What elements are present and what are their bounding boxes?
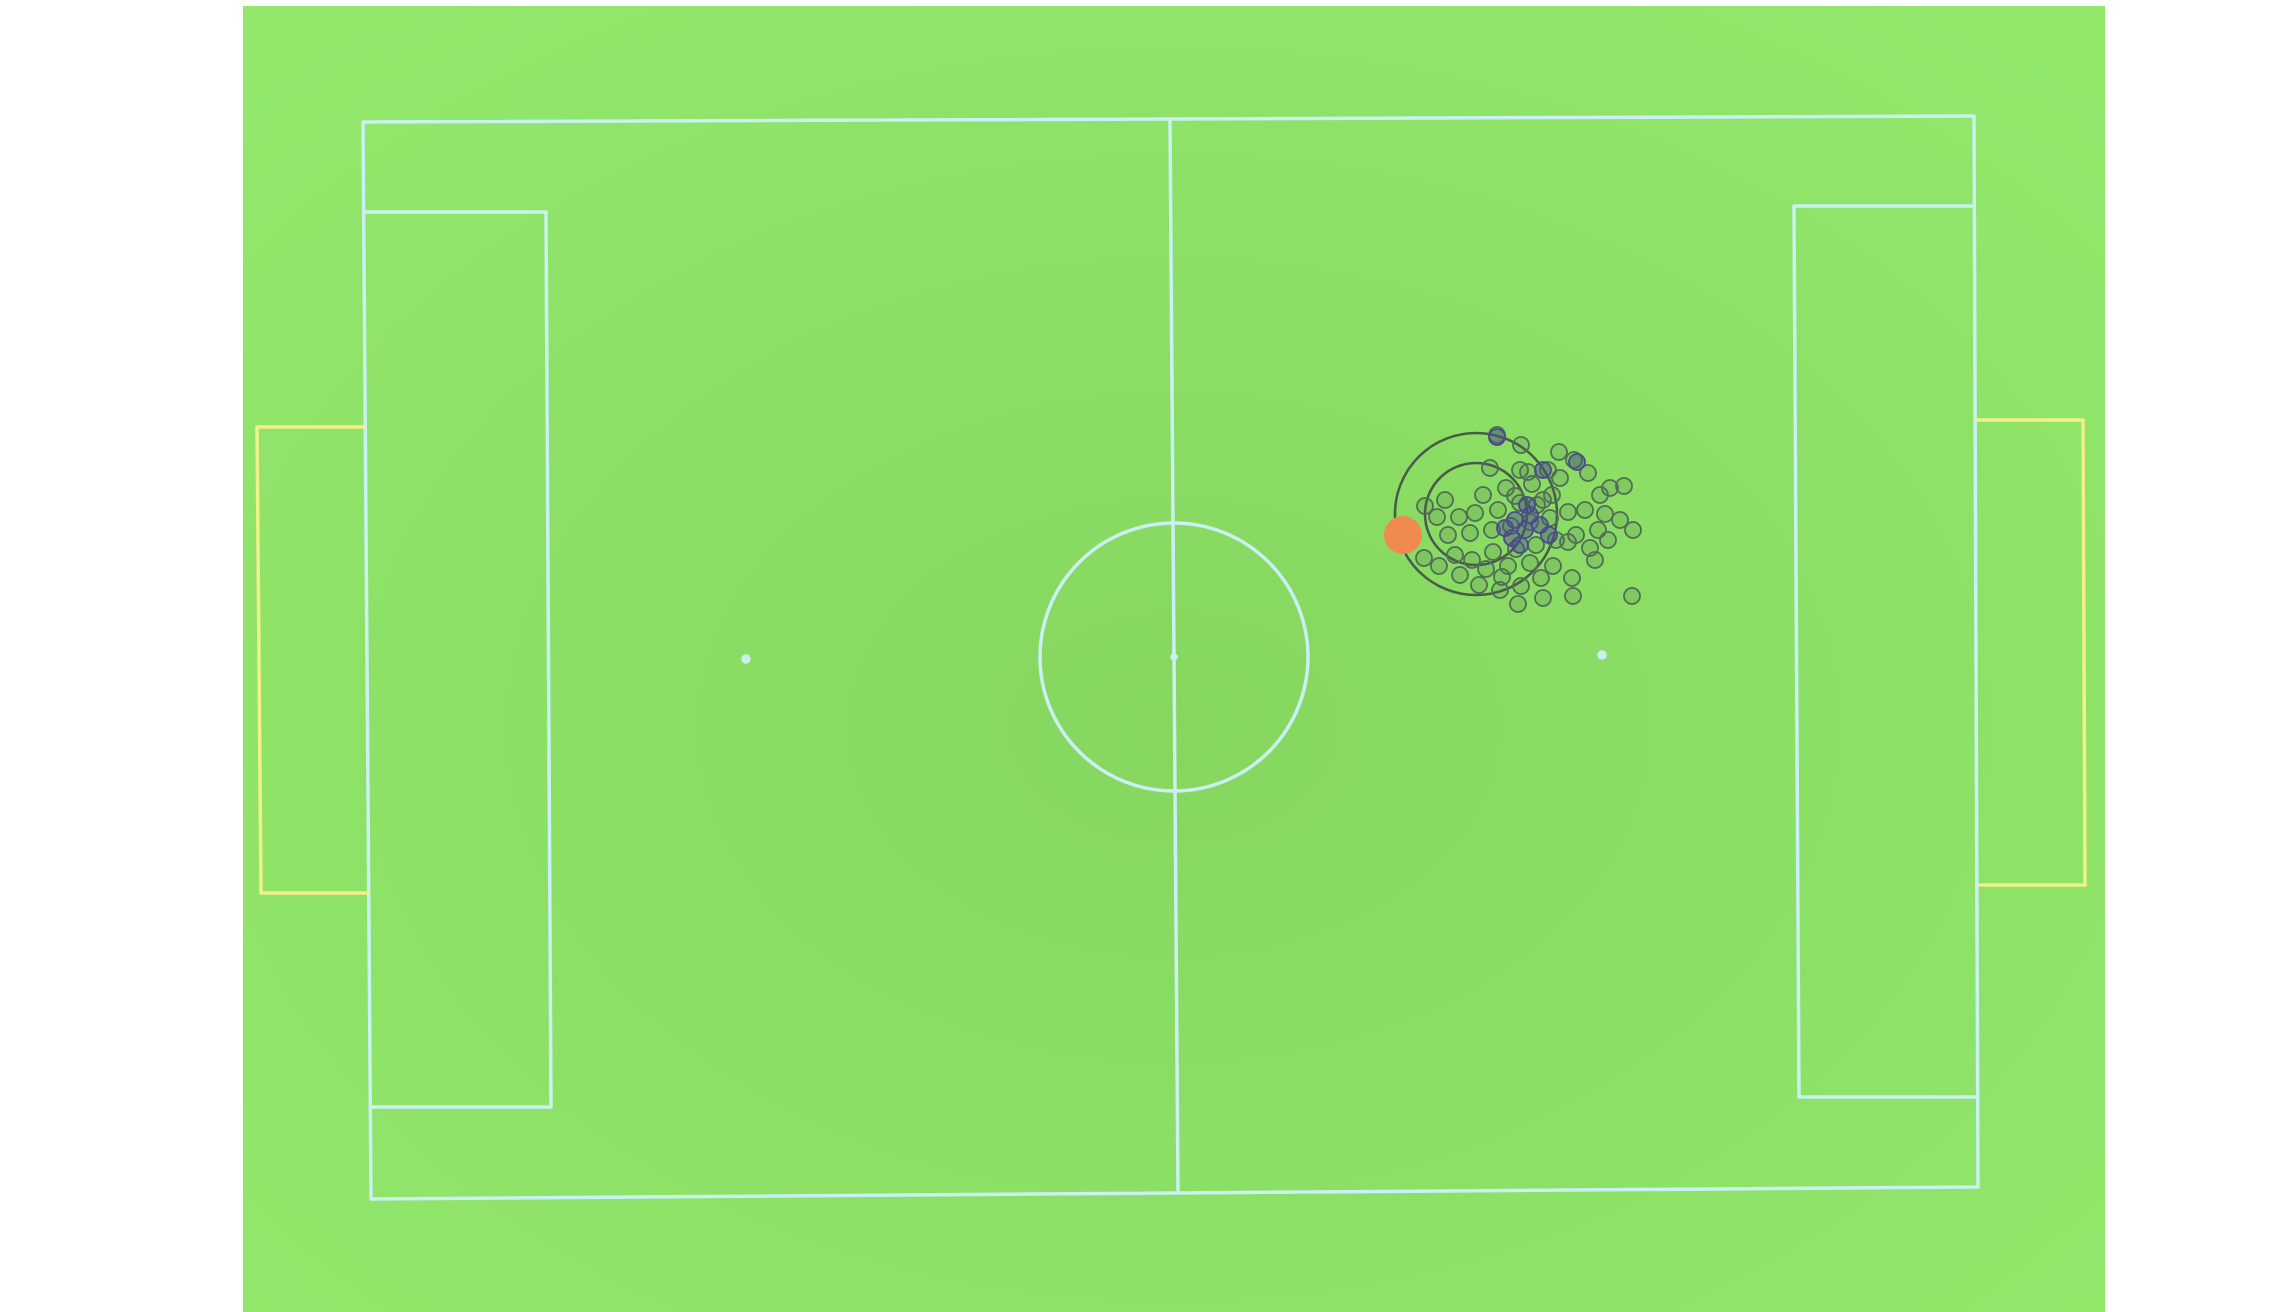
particle [1532,569,1550,587]
center-circle [1038,521,1310,793]
particle [1512,436,1530,454]
particle [1428,508,1446,526]
particle [1591,486,1609,504]
ball-icon [1384,516,1422,554]
particle [1521,554,1539,572]
right-penalty-area [1792,204,1978,1099]
particle [1534,589,1552,607]
particle [1559,533,1577,551]
particle [1539,461,1557,479]
field-boundary [361,114,1980,1201]
particle [1509,595,1527,613]
particle [1624,521,1642,539]
particle [1493,568,1511,586]
particle [1463,551,1481,569]
left-penalty-area [364,210,553,1109]
particle [1430,557,1448,575]
particle [1586,551,1604,569]
particle [1564,587,1582,605]
particle [1563,569,1581,587]
player-estimate-icon [1534,461,1552,479]
particle [1623,587,1641,605]
particle [1484,543,1502,561]
particle [1415,549,1433,567]
particle [1551,469,1569,487]
particle [1611,511,1629,529]
particle [1481,459,1499,477]
particle [1489,501,1507,519]
player-estimate-icon [1488,428,1506,446]
particle [1436,491,1454,509]
goals [255,418,2087,895]
right-penalty-spot [1597,650,1607,660]
right-goal [1975,418,2087,887]
particle [1559,503,1577,521]
particle [1512,577,1530,595]
particle [1416,497,1434,515]
particle [1576,501,1594,519]
particle [1477,560,1495,578]
particle [1491,581,1509,599]
player-estimate-icon [1496,519,1514,537]
particle [1450,508,1468,526]
particle [1596,505,1614,523]
player-estimate-icon [1568,453,1586,471]
particle [1470,576,1488,594]
particle [1439,526,1457,544]
particle [1544,557,1562,575]
particle [1599,531,1617,549]
particle-cloud [1415,426,1642,613]
particle [1466,504,1484,522]
particle [1550,443,1568,461]
left-penalty-spot [741,654,751,664]
particle [1615,477,1633,495]
center-spot [1170,653,1178,661]
particle [1461,524,1479,542]
field-lines [361,114,1980,1201]
left-goal [255,425,369,895]
particle [1446,546,1464,564]
particle [1579,464,1597,482]
particle [1519,463,1537,481]
particle [1474,486,1492,504]
player-estimate-icon [1518,496,1536,514]
particle [1451,566,1469,584]
particle [1483,521,1501,539]
particle [1543,486,1561,504]
particle [1506,487,1524,505]
player-estimate-icon [1540,526,1558,544]
